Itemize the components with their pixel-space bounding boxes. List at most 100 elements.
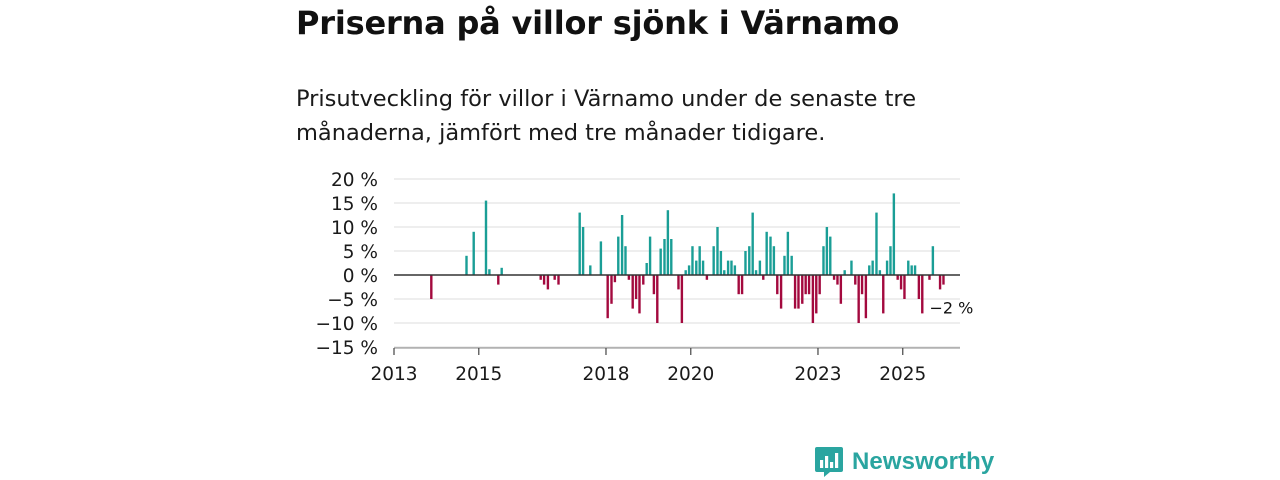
bar-positive: [758, 260, 762, 275]
grid-lines: [394, 178, 960, 348]
bar-negative: [627, 275, 631, 280]
bar-positive: [698, 246, 701, 275]
bar-positive: [875, 212, 878, 275]
bar-negative: [797, 275, 800, 309]
bar-negative: [839, 275, 843, 304]
bar-negative: [864, 275, 868, 319]
bar-positive: [843, 270, 846, 275]
bar-positive: [751, 212, 754, 275]
bar-negative: [606, 275, 609, 319]
bar-negative: [857, 275, 860, 323]
bar-positive: [786, 231, 790, 275]
bar-negative: [631, 275, 634, 309]
bar-negative: [680, 275, 684, 323]
bar-negative: [804, 275, 807, 295]
bar-negative: [917, 275, 921, 299]
y-tick-label: 0 %: [343, 266, 378, 287]
bar-negative: [942, 275, 945, 285]
y-tick-label: −5 %: [327, 290, 378, 311]
tick-labels: 20 % 15 % 10 % 5 % 0 % −5 % −10 % −15 % 2013 2015…: [315, 170, 973, 385]
bar-negative: [656, 275, 659, 323]
bar-negative: [832, 275, 836, 280]
bar-negative: [539, 275, 542, 280]
bar-positive: [730, 260, 733, 275]
bar-negative: [762, 275, 765, 280]
y-tick-label: 10 %: [331, 218, 378, 239]
bar-positive: [589, 265, 592, 275]
bar-positive: [829, 236, 832, 275]
bars: [430, 193, 945, 323]
bar-positive: [663, 239, 666, 275]
bar-negative: [836, 275, 839, 285]
bar-positive: [892, 193, 896, 275]
bar-positive: [910, 265, 913, 275]
y-tick-label: −15 %: [315, 338, 378, 359]
bar-negative: [793, 275, 797, 309]
bar-positive: [687, 265, 691, 275]
bar-positive: [716, 227, 719, 275]
bar-negative: [638, 275, 641, 314]
y-tick-label: −10 %: [315, 314, 378, 335]
bar-positive: [684, 270, 687, 275]
bar-positive: [931, 246, 935, 275]
bar-negative: [705, 275, 709, 280]
chart-subtitle: Prisutveckling för villor i Värnamo unde…: [296, 86, 917, 146]
bar-positive: [907, 260, 910, 275]
x-tick-label: 2025: [879, 364, 926, 385]
bar-positive: [723, 270, 726, 275]
bar-negative: [921, 275, 924, 314]
x-tick-label: 2023: [794, 364, 841, 385]
last-value-label: −2 %: [929, 299, 973, 318]
bar-negative: [807, 275, 811, 295]
bar-negative: [642, 275, 645, 285]
bar-negative: [928, 275, 931, 280]
bar-positive: [726, 260, 730, 275]
chart-title: Priserna på villor sjönk i Värnamo: [296, 4, 900, 42]
x-tick-label: 2020: [667, 364, 714, 385]
bar-negative: [610, 275, 613, 304]
bar-positive: [666, 210, 670, 275]
bar-positive: [868, 265, 871, 275]
bar-positive: [825, 227, 829, 275]
bar-negative: [557, 275, 560, 285]
x-tick-label: 2013: [370, 364, 417, 385]
axes: [393, 274, 960, 355]
bar-negative: [677, 275, 680, 290]
bar-positive: [889, 246, 892, 275]
bar-positive: [744, 251, 747, 275]
bar-positive: [719, 251, 723, 275]
bar-positive: [822, 246, 825, 275]
bar-positive: [765, 231, 768, 275]
bar-negative: [811, 275, 815, 323]
bar-negative: [776, 275, 779, 295]
bar-positive: [581, 227, 585, 275]
bar-positive: [733, 265, 737, 275]
bar-positive: [465, 255, 468, 275]
newsworthy-logo: Newsworthy: [814, 446, 994, 478]
bar-positive: [850, 260, 853, 275]
bar-negative: [553, 275, 556, 280]
bar-positive: [620, 215, 624, 275]
bar-positive: [769, 236, 772, 275]
bar-positive: [578, 212, 581, 275]
bar-positive: [748, 246, 751, 275]
bar-positive: [885, 260, 889, 275]
bar-negative: [542, 275, 546, 285]
bar-negative: [430, 275, 433, 299]
bar-positive: [871, 260, 874, 275]
x-tick-label: 2018: [582, 364, 629, 385]
bar-positive: [617, 236, 620, 275]
bar-negative: [882, 275, 885, 314]
bar-positive: [648, 236, 652, 275]
bar-positive: [772, 246, 776, 275]
bar-negative: [613, 275, 617, 283]
bar-positive: [754, 270, 758, 275]
price-change-bar-chart: 20 % 15 % 10 % 5 % 0 % −5 % −10 % −15 % 2013 2015…: [315, 170, 973, 385]
x-tick-label: 2015: [455, 364, 502, 385]
bar-positive: [624, 246, 627, 275]
bar-positive: [484, 200, 488, 275]
y-tick-label: 5 %: [343, 242, 378, 263]
bar-positive: [645, 263, 648, 275]
bar-negative: [740, 275, 744, 295]
bar-negative: [737, 275, 740, 295]
